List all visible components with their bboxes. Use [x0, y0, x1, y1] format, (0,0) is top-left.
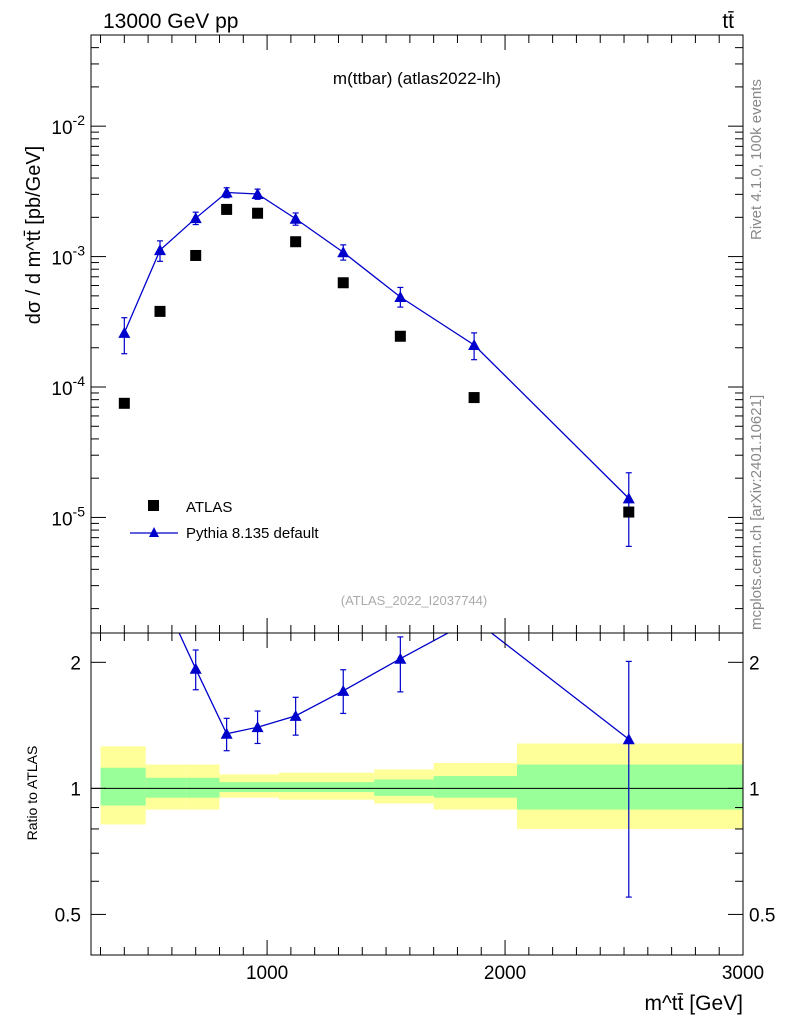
legend-pythia-label: Pythia 8.135 default	[186, 525, 319, 542]
rivet-label: Rivet 4.1.0, 100k events	[748, 79, 765, 240]
atlas-point	[252, 207, 264, 219]
main-title: m(ttbar) (atlas2022-lh)	[333, 69, 501, 88]
y-tick-label: 1	[70, 779, 81, 800]
atlas-point	[337, 277, 349, 289]
atlas-point	[623, 506, 635, 518]
pythia-line	[123, 191, 630, 499]
pythia-point	[220, 186, 233, 198]
ratio-point	[251, 721, 264, 733]
y-tick-label: 10-4	[51, 373, 85, 400]
legend-atlas-marker	[148, 500, 159, 511]
ratio-point	[189, 662, 202, 674]
x-tick-label: 3000	[722, 963, 764, 984]
y-tick-label: 10-5	[51, 503, 85, 530]
header-right: tt̄	[722, 10, 734, 33]
atlas-point	[118, 397, 130, 409]
y-tick-label-right: 1	[749, 779, 760, 800]
ratio-point	[289, 709, 302, 721]
ratio-point	[154, 586, 166, 597]
x-axis-label: m^tt̄ [GeV]	[644, 992, 743, 1015]
atlas-point	[154, 305, 166, 317]
ratio-point	[394, 652, 407, 664]
inner-uncertainty-band	[186, 777, 220, 798]
inner-uncertainty-band	[145, 777, 187, 798]
y-tick-label-right: 2	[749, 653, 760, 674]
analysis-tag: (ATLAS_2022_I2037744)	[341, 593, 487, 608]
atlas-point	[394, 330, 406, 342]
ratio-panel-y-tick-labels: 0.5 0.5 1 1 2 2	[55, 653, 776, 926]
atlas-point	[221, 203, 233, 215]
ratio-y-axis-label: Ratio to ATLAS	[24, 746, 40, 841]
main-panel: 10-5 10-4 10-3 10-2 m(ttbar) (atlas2022-lh)…	[23, 34, 744, 634]
x-tick-label: 1000	[246, 963, 288, 984]
inner-uncertainty-band	[516, 764, 743, 810]
main-panel-ticks	[91, 34, 744, 633]
main-panel-y-tick-labels: 10-5 10-4 10-3 10-2	[51, 112, 85, 530]
ratio-panel-ticks	[91, 633, 744, 956]
ratio-point	[468, 614, 480, 625]
pythia-point	[468, 338, 481, 350]
header-left: 13000 GeV pp	[103, 10, 238, 33]
main-panel-frame	[90, 34, 744, 634]
ratio-panel-frame	[90, 632, 744, 956]
y-tick-label-right: 0.5	[749, 905, 775, 926]
pythia-point	[251, 187, 264, 199]
y-tick-label: 2	[70, 653, 81, 674]
inner-uncertainty-band	[433, 776, 517, 798]
pythia-point	[189, 212, 202, 224]
pythia-point	[337, 246, 350, 258]
y-tick-label: 10-2	[51, 112, 85, 139]
ratio-point	[622, 733, 635, 745]
ratio-panel: 0.5 0.5 1 1 2 2 1000 2000 3000 Ratio to ATLAS m…	[24, 586, 776, 1015]
ratio-panel-data	[154, 586, 635, 898]
legend: ATLAS Pythia 8.135 default	[130, 499, 319, 542]
pythia-point	[622, 492, 635, 504]
y-tick-label: 10-3	[51, 243, 85, 270]
inner-uncertainty-band	[100, 767, 146, 806]
pythia-point	[289, 212, 302, 224]
main-y-axis-label: dσ / d m^tt̄ [pb/GeV]	[23, 146, 45, 324]
atlas-point	[190, 249, 202, 261]
y-tick-label: 0.5	[55, 905, 81, 926]
x-tick-labels: 1000 2000 3000	[246, 963, 764, 984]
atlas-point	[468, 392, 480, 404]
pythia-point	[118, 326, 131, 338]
inner-uncertainty-band	[219, 782, 279, 793]
ratio-uncertainty-bands	[100, 743, 743, 829]
ratio-point	[220, 727, 233, 739]
inner-uncertainty-band	[374, 779, 434, 796]
x-tick-label: 2000	[484, 963, 526, 984]
inner-uncertainty-band	[278, 782, 375, 793]
legend-pythia-marker	[149, 527, 159, 537]
pythia-point	[394, 290, 407, 302]
legend-atlas-label: ATLAS	[186, 499, 232, 516]
pythia-point	[154, 244, 167, 256]
main-panel-data	[118, 186, 635, 547]
mcplots-label: mcplots.cern.ch [arXiv:2401.10621]	[748, 395, 765, 630]
ratio-point	[337, 684, 350, 696]
atlas-point	[290, 236, 302, 248]
